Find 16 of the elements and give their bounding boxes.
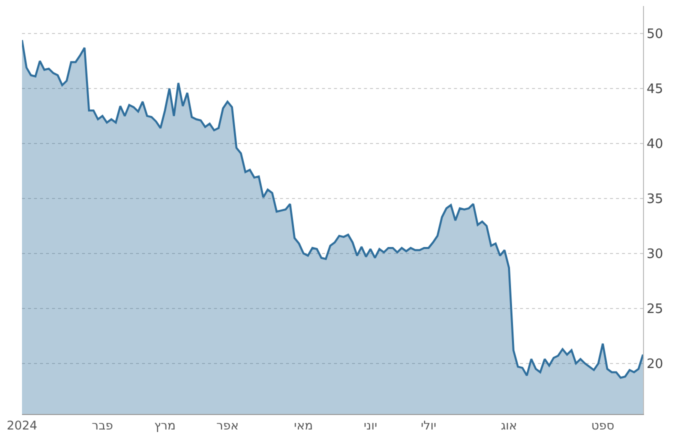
x-tick-label: פבר [92,418,114,432]
x-tick-label: אוג [500,418,518,432]
y-tick-label: 25 [646,302,664,317]
x-tick-label: ספט [591,418,615,432]
y-tick-label: 50 [646,27,664,42]
y-tick-label: 35 [646,192,664,207]
x-tick-label: 2024 [6,418,38,432]
x-tick-label: מרץ [154,418,176,432]
y-tick-label: 45 [646,82,664,98]
y-tick-label: 30 [646,246,664,262]
x-tick-label: יולי [420,418,436,432]
x-tick-label: יוני [364,418,378,432]
x-tick-label: מאי [294,418,313,432]
x-tick-label: אפר [216,418,239,432]
y-tick-label: 40 [646,137,664,152]
y-tick-label: 20 [646,356,664,372]
